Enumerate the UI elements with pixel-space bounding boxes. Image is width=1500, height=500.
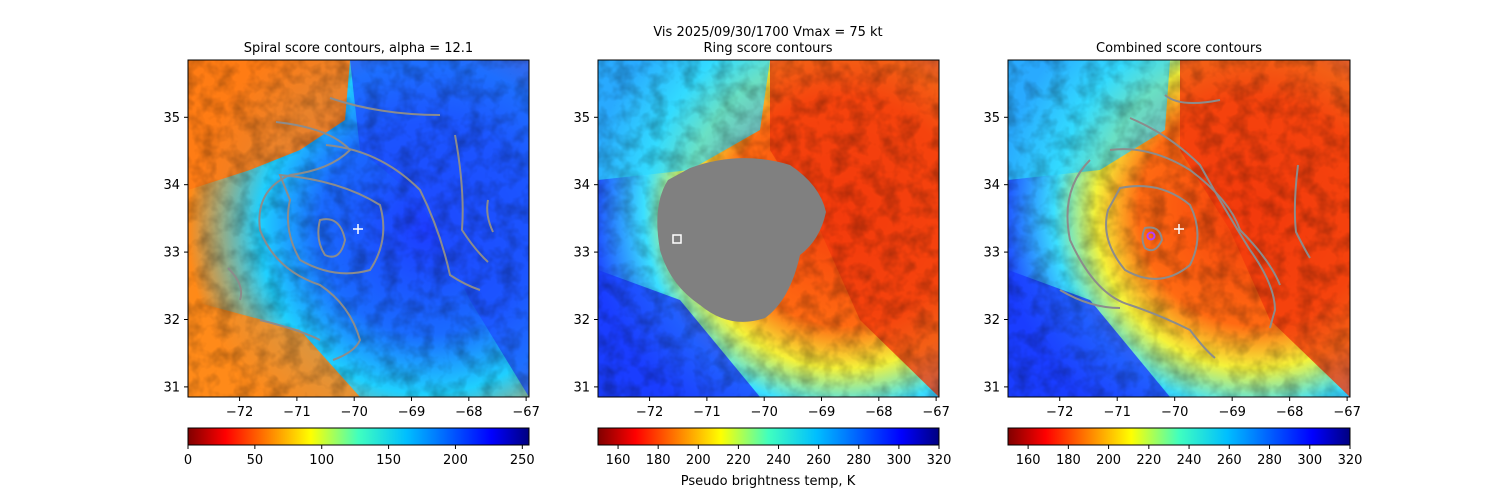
colorbar-tick-label: 280 [846,453,871,468]
figure-suptitle: Vis 2025/09/30/1700 Vmax = 75 kt [653,25,882,40]
ring-center-square-marker [672,234,682,244]
y-tick-label: 33 [573,246,590,261]
x-ticks: −72 −71 −70 −69 −68 −67 [636,397,950,420]
x-ticks: −72 −71 −70 −69 −68 −67 [1046,397,1361,420]
y-tick-label: 35 [983,111,1000,126]
x-tick-label: −70 [1161,405,1188,420]
colorbar: 0 50 100 150 200 250 [184,427,535,468]
colorbar-gradient [597,427,940,446]
colorbar-tick-label: 180 [1056,453,1081,468]
x-tick-label: −72 [1046,405,1073,420]
colorbar-tick-label: 250 [510,453,535,468]
panel-spiral: Spiral score contours, alpha = 12.1 [163,41,539,468]
y-tick-label: 33 [163,246,180,261]
axes-frame [1007,59,1351,398]
colorbar-tick-label: 150 [376,453,401,468]
x-tick-label: −67 [512,405,539,420]
y-tick-label: 33 [983,246,1000,261]
y-tick-label: 35 [163,111,180,126]
colorbar-ticks: 160 180 200 220 240 260 280 300 320 [606,445,952,468]
panel-ring: Ring score contours −72 −71 −70 −69 −68 −67 3… [573,41,951,489]
x-tick-label: −69 [1218,405,1245,420]
x-tick-label: −67 [922,405,949,420]
colorbar-gradient [187,427,530,446]
y-tick-label: 32 [573,313,590,328]
colorbar-tick-label: 100 [309,453,334,468]
y-tick-label: 32 [983,313,1000,328]
colorbar-tick-label: 240 [766,453,791,468]
x-tick-label: −69 [398,405,425,420]
combined-center-circle-marker [1146,231,1156,241]
colorbar-tick-label: 200 [686,453,711,468]
x-ticks: −72 −71 −70 −69 −68 −67 [226,397,540,420]
panel-title: Combined score contours [1096,41,1262,56]
colorbar-tick-label: 300 [1297,453,1322,468]
colorbar-ticks: 0 50 100 150 200 250 [184,445,535,468]
x-tick-label: −70 [750,405,777,420]
axes-frame [187,59,530,398]
colorbar-tick-label: 160 [1016,453,1041,468]
x-tick-label: −71 [1103,405,1130,420]
x-tick-label: −68 [865,405,892,420]
colorbar-tick-label: 240 [1177,453,1202,468]
colorbar-tick-label: 180 [646,453,671,468]
colorbar-tick-label: 200 [1096,453,1121,468]
markers [353,224,363,234]
markers [672,234,682,244]
center-plus-marker [353,224,363,234]
colorbar-tick-label: 220 [1136,453,1161,468]
y-ticks: 31 32 33 34 35 [983,111,1008,395]
x-tick-label: −72 [636,405,663,420]
colorbar-tick-label: 260 [1217,453,1242,468]
markers [1146,224,1184,241]
colorbar-gradient [1007,427,1351,446]
score-contours [1059,94,1311,359]
colorbar-tick-label: 160 [606,453,631,468]
center-plus-marker [1174,224,1184,234]
panel-title: Spiral score contours, alpha = 12.1 [244,41,473,56]
ring-mask-region [657,158,826,322]
x-tick-label: −67 [1333,405,1360,420]
colorbar-tick-label: 0 [184,453,192,468]
x-tick-label: −72 [226,405,253,420]
panel-combined: Combined score contours −72 −71− [983,41,1362,468]
colorbar-label: Pseudo brightness temp, K [681,474,856,489]
colorbar-ticks: 160 180 200 220 240 260 280 300 320 [1016,445,1363,468]
colorbar-tick-label: 200 [443,453,468,468]
x-tick-label: −71 [693,405,720,420]
y-tick-label: 35 [573,111,590,126]
x-tick-label: −68 [455,405,482,420]
y-tick-label: 34 [573,178,590,193]
y-tick-label: 31 [163,380,180,395]
colorbar-tick-label: 320 [927,453,952,468]
x-tick-label: −69 [808,405,835,420]
colorbar: 160 180 200 220 240 260 280 300 320 [1007,427,1363,468]
axes-frame [597,59,940,398]
x-tick-label: −71 [283,405,310,420]
y-ticks: 31 32 33 34 35 [573,111,598,395]
y-tick-label: 31 [573,380,590,395]
y-ticks: 31 32 33 34 35 [163,111,188,395]
y-tick-label: 34 [163,178,180,193]
score-contours [227,97,494,361]
colorbar-tick-label: 280 [1257,453,1282,468]
colorbar-tick-label: 220 [726,453,751,468]
y-tick-label: 34 [983,178,1000,193]
x-tick-label: −70 [340,405,367,420]
colorbar-tick-label: 50 [247,453,264,468]
y-tick-label: 31 [983,380,1000,395]
y-tick-label: 32 [163,313,180,328]
x-tick-label: −68 [1276,405,1303,420]
colorbar-tick-label: 260 [806,453,831,468]
colorbar: 160 180 200 220 240 260 280 300 320 Pseudo brigh… [597,427,952,489]
colorbar-tick-label: 300 [886,453,911,468]
panel-title: Ring score contours [703,41,832,56]
colorbar-tick-label: 320 [1338,453,1363,468]
imagery [598,60,939,397]
